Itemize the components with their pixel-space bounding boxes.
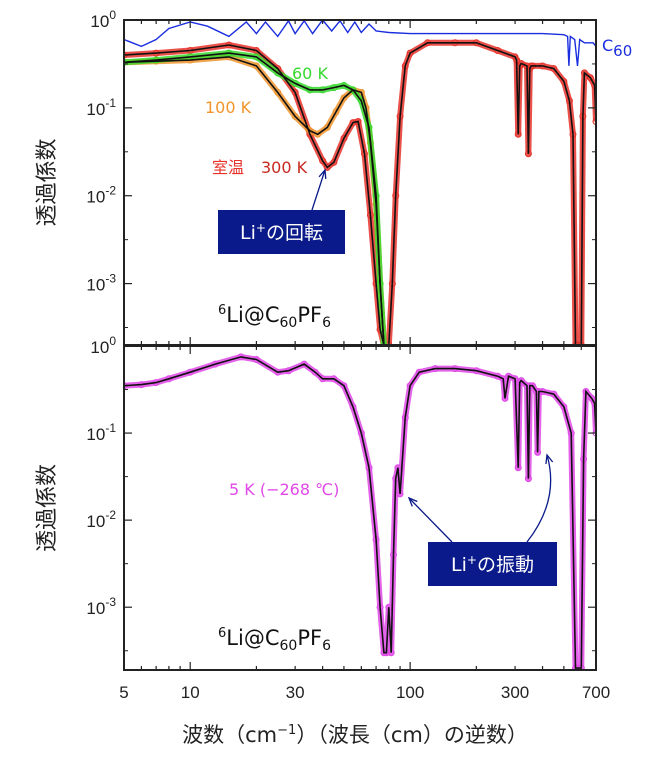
data-point [406,49,414,57]
data-point [560,77,568,85]
data-point [349,86,357,94]
data-point [340,382,348,390]
y-tick-label: 10-2 [86,184,116,207]
data-point [332,108,340,116]
x-axis-label: 波数（cm−1）（波長（cm）の逆数） [182,723,528,747]
annotation-box [218,210,345,254]
label-c60: C60 [602,36,632,60]
arrow-head [318,168,327,180]
compound-label: 6Li@C60PF6 [218,626,331,654]
annotation-text: Li+の回転 [240,221,323,244]
label-5k: 5 K (−268 ℃) [229,480,339,499]
data-point [165,375,173,383]
y-tick-label: 10-3 [86,272,116,295]
series-line-c60 [124,20,596,66]
fit-line [124,52,385,345]
data-point [291,88,299,96]
panel-top: 100 10-1 10-2 10-3 透過係数 6Li@C60PF6 Li+の回転 60 K 1… [35,8,632,346]
data-point [330,158,338,166]
data-point [517,59,525,67]
data-point [274,88,282,96]
compound-label: 6Li@C60PF6 [218,303,331,331]
data-point [494,46,502,54]
y-tick-label: 10-1 [86,96,116,119]
data-point [319,157,327,165]
x-tick-label: 700 [582,683,610,702]
data-point [349,403,357,411]
annotation-box [428,542,557,586]
data-point [586,74,594,82]
annotation-text: Li+の振動 [451,553,534,576]
y-tick-label: 10-3 [86,595,116,618]
arrow-line [408,497,453,543]
data-point [300,360,308,368]
label-300k: 300 K [261,158,308,177]
y-tick-label: 100 [90,8,116,31]
arrow-line [526,454,552,543]
data-point [592,117,596,125]
y-tick-label: 10-1 [86,421,116,444]
data-point [560,403,568,411]
data-point [340,134,348,142]
panel-bottom: 100 10-1 10-2 10-3 透過係数 6Li@C60PF6 Li+の振動 5 K (… [35,334,610,702]
series-data-300-k [124,39,596,345]
x-tick-label: 5 [119,683,128,702]
data-point [311,368,319,376]
x-tick-label: 100 [396,683,424,702]
data-point [517,377,525,385]
label-60k: 60 K [292,64,328,83]
arrow-head [407,496,418,507]
arrow-line [311,169,326,211]
series-group [124,20,596,345]
y-tick-label: 100 [90,334,116,357]
series-data-100-k [124,53,387,345]
y-axis-label: 透過係数 [35,464,60,552]
series-group [124,353,596,670]
data-point [340,94,348,102]
y-tick-label: 10-2 [86,508,116,531]
x-tick-label: 30 [286,683,305,702]
data-point [323,163,331,171]
fit-line [124,356,596,669]
data-point [252,62,260,70]
data-point [323,123,331,131]
data-point [574,341,582,345]
series-data-5-k-268- [124,353,596,670]
y-axis-label: 透過係数 [35,138,60,226]
data-point [291,79,299,87]
label-room-temp: 室温 [212,158,244,177]
x-tick-label: 300 [501,683,529,702]
x-tick-label: 10 [181,683,200,702]
data-point [314,130,322,138]
data-point [186,368,194,376]
plot-frame [123,345,597,671]
data-point [291,112,299,120]
fit-line [124,41,596,345]
arrow-head [545,453,554,465]
label-100k: 100 K [205,98,252,117]
